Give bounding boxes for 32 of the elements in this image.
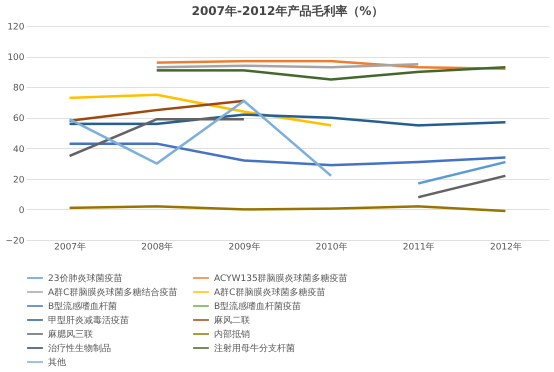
legend-label: A群C群脑膜炎球菌多糖疫苗 [214,287,326,298]
legend-label: 麻风二联 [214,315,250,326]
legend-label: 麻腮风三联 [48,329,93,340]
y-tick-label: 100 [7,53,25,64]
line-series [68,142,507,166]
legend-label: 甲型肝炎减毒活疫苗 [48,315,129,326]
line-series [156,66,507,81]
y-tick-label: 20 [13,175,25,186]
x-tick-label: 2012年 [490,242,522,252]
line-series [68,113,507,127]
y-tick-label: −20 [6,236,25,246]
y-tick-label: 40 [13,144,25,155]
legend-label: 23价肺炎球菌疫苗 [48,273,122,284]
y-tick-label: 120 [7,22,25,32]
legend-label: A群C群脑膜炎球菌多糖结合疫苗 [48,287,178,298]
chart-title: 2007年-2012年产品毛利率（%） [192,4,384,18]
x-tick-label: 2007年 [54,242,86,252]
x-tick-label: 2009年 [228,242,260,252]
legend-label: B型流感嗜血杆菌 [48,301,118,312]
y-tick-label: 80 [13,84,25,94]
y-tick-label: 60 [13,114,25,124]
legend-label: 注射用母牛分支杆菌 [214,343,295,354]
x-tick-label: 2011年 [402,242,435,252]
legend-label: 治疗性生物制品 [48,343,111,354]
x-tick-label: 2008年 [141,242,174,252]
legend-label: ACYW135群脑膜炎球菌多糖疫苗 [214,273,348,284]
legend-label: 内部抵销 [214,329,250,340]
legend-label: B型流感嗜血杆菌疫苗 [214,301,302,312]
y-tick-label: 0 [18,206,25,216]
x-tick-label: 2010年 [316,242,348,252]
line-series [68,100,332,178]
legend-label: 其他 [48,357,66,368]
